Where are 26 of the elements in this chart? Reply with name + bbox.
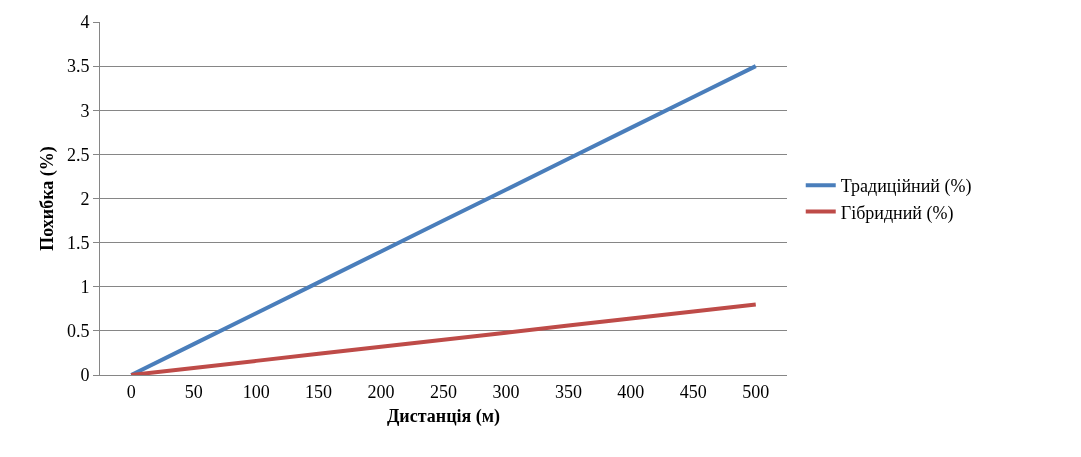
- y-tick-label: 3: [80, 100, 90, 121]
- x-tick-label: 150: [305, 381, 333, 402]
- x-tick-label: 300: [492, 381, 520, 402]
- x-tick-label: 450: [679, 381, 707, 402]
- x-tick-label: 50: [184, 381, 203, 402]
- y-tick-label: 1.5: [66, 232, 90, 253]
- legend-label: Традиційний (%): [840, 176, 972, 198]
- x-tick-label: 250: [430, 381, 457, 402]
- y-tick-label: 1: [80, 277, 90, 298]
- x-tick-label: 350: [554, 381, 582, 402]
- x-tick-label: 200: [367, 381, 395, 402]
- x-tick-label: 500: [742, 381, 770, 402]
- y-tick-label: 0.5: [66, 321, 90, 342]
- y-tick-label: 3.5: [66, 56, 90, 77]
- legend-label: Гібридний (%): [840, 202, 954, 224]
- x-tick-label: 400: [617, 381, 645, 402]
- x-axis-title: Дистанція (м): [386, 405, 501, 427]
- y-tick-label: 0: [80, 365, 90, 386]
- line-series: [129, 64, 758, 375]
- y-axis-title: Похибка (%): [37, 146, 59, 251]
- y-tick-label: 2.5: [66, 144, 90, 165]
- x-tick-label: 100: [242, 381, 270, 402]
- x-tick-label: 0: [126, 381, 136, 402]
- y-tick-label: 2: [80, 188, 90, 209]
- y-tick-label: 4: [80, 12, 90, 33]
- line-series: [129, 302, 758, 375]
